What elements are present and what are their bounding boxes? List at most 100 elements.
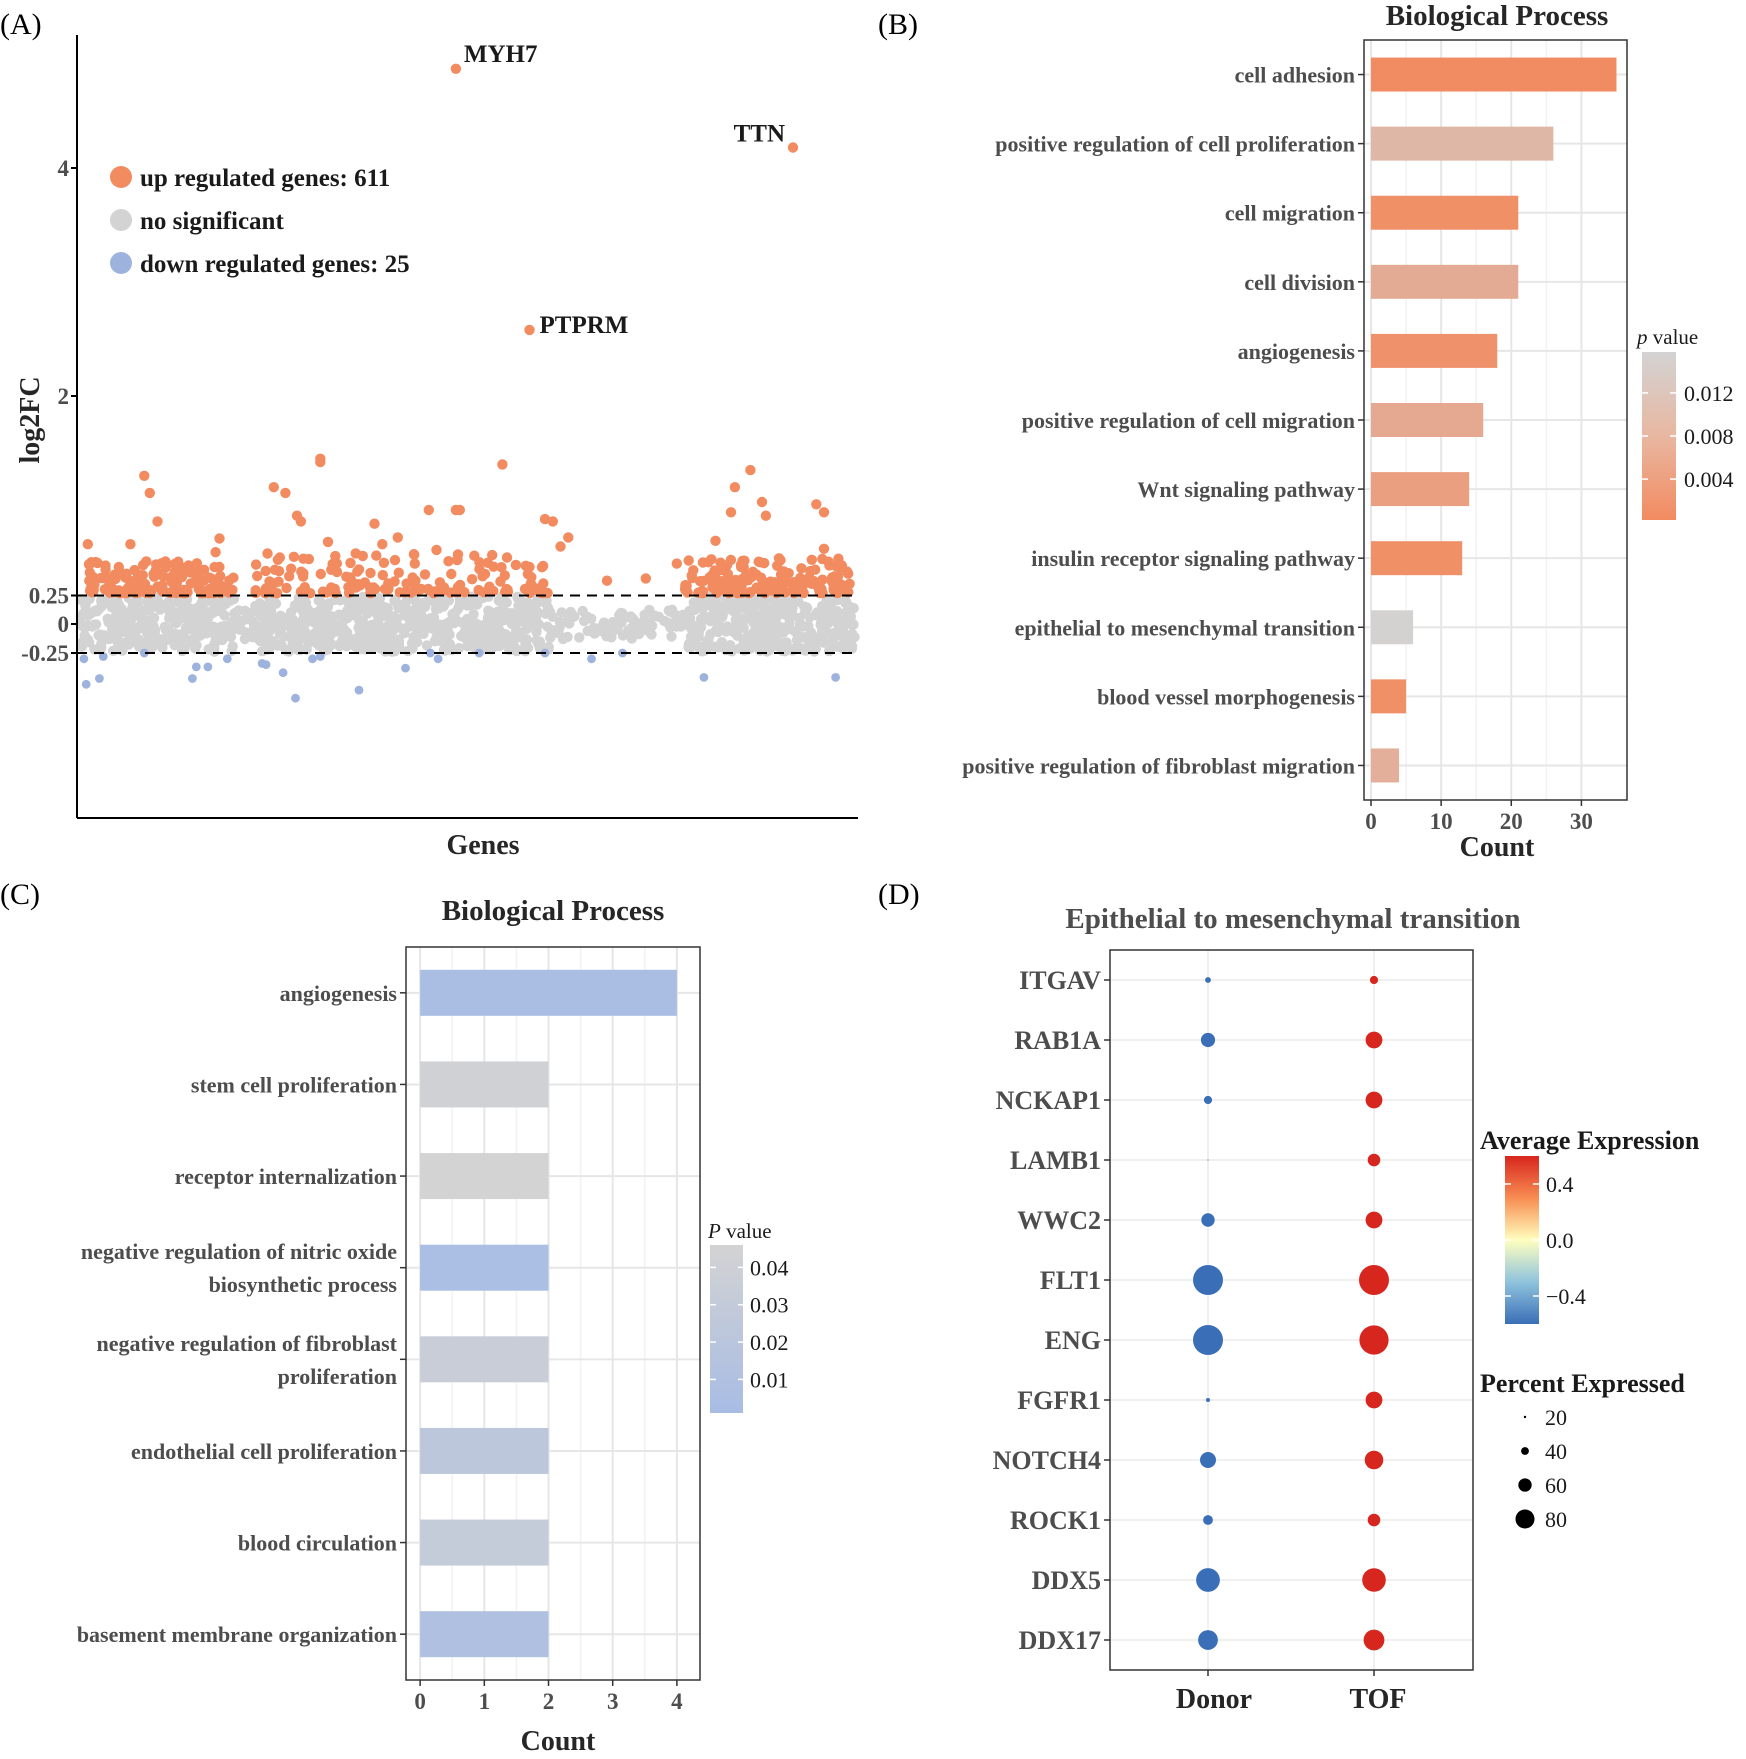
ns-point xyxy=(663,605,674,616)
x-tick-label: 30 xyxy=(1570,809,1593,834)
ns-point xyxy=(350,610,361,621)
up-point xyxy=(167,570,179,582)
category-label: endothelial cell proliferation xyxy=(131,1439,397,1464)
down-point xyxy=(425,648,435,658)
up-point xyxy=(419,569,431,580)
ns-point xyxy=(278,631,289,642)
up-point xyxy=(389,554,401,566)
ns-point xyxy=(846,641,858,652)
ns-point xyxy=(159,621,171,632)
x-tick-label: 0 xyxy=(1365,809,1377,834)
gene-label-myh7: MYH7 xyxy=(464,41,538,68)
gene-label-ttn: TTN xyxy=(734,121,785,148)
ns-point xyxy=(142,628,153,640)
down-point xyxy=(354,685,364,695)
ns-point xyxy=(251,632,263,643)
ns-point xyxy=(557,633,569,645)
legend: up regulated genes: 611 no significant d… xyxy=(110,165,410,278)
up-point xyxy=(537,587,549,599)
ns-point xyxy=(216,621,227,632)
ns-point xyxy=(437,598,448,609)
up-point xyxy=(371,550,382,561)
bar xyxy=(1371,472,1470,507)
ns-point xyxy=(796,621,807,632)
ns-point xyxy=(470,629,481,641)
bar xyxy=(420,1061,549,1108)
y-tick-label: -0.25 xyxy=(21,641,69,666)
panel-d-dot-plot: Epithelial to mesenchymal transition ITG… xyxy=(993,903,1700,1715)
dot-donor xyxy=(1193,1325,1223,1355)
ns-point xyxy=(493,595,504,606)
up-point xyxy=(92,557,103,569)
dot-donor xyxy=(1200,1032,1216,1048)
ns-point xyxy=(277,614,288,625)
category-label: insulin receptor signaling pathway xyxy=(1031,546,1355,571)
up-point xyxy=(832,570,844,582)
up-point xyxy=(428,586,440,597)
colorbar: p value 0.012 0.008 0.004 xyxy=(1635,325,1734,520)
category-label: negative regulation of nitric oxide xyxy=(81,1239,397,1264)
size-legend-title: Percent Expressed xyxy=(1480,1369,1685,1398)
size-legend-label: 80 xyxy=(1545,1507,1567,1532)
up-point xyxy=(712,581,724,592)
ns-point xyxy=(462,600,473,611)
ns-point xyxy=(540,608,551,619)
ns-point xyxy=(133,633,144,645)
ns-point xyxy=(387,646,398,657)
size-legend-label: 20 xyxy=(1545,1405,1567,1430)
ns-point xyxy=(434,635,445,646)
ns-point xyxy=(675,620,686,631)
up-point xyxy=(326,564,337,575)
down-point xyxy=(139,648,149,658)
group-label: Donor xyxy=(1176,1684,1252,1715)
up-point xyxy=(697,557,709,568)
x-tick-label: 2 xyxy=(543,1689,555,1714)
ns-point xyxy=(212,635,223,646)
up-point xyxy=(296,566,307,577)
ns-point xyxy=(209,601,220,612)
ns-point xyxy=(617,630,629,641)
up-point xyxy=(303,553,315,565)
up-point xyxy=(423,504,434,516)
ns-point xyxy=(159,635,171,646)
category-label: Wnt signaling pathway xyxy=(1137,477,1355,502)
dot-tof xyxy=(1369,975,1379,985)
ns-point xyxy=(305,615,316,627)
ns-point xyxy=(96,594,107,605)
up-point xyxy=(203,588,214,599)
gene-label: ITGAV xyxy=(1019,966,1101,995)
ns-point xyxy=(126,613,138,624)
ns-point xyxy=(574,632,585,643)
up-point xyxy=(772,560,783,571)
dot-tof xyxy=(1365,1091,1383,1109)
category-label: positive regulation of fibroblast migrat… xyxy=(962,753,1355,778)
bar xyxy=(420,1611,549,1658)
bar xyxy=(1371,679,1407,714)
ns-point xyxy=(490,608,502,619)
up-point xyxy=(322,536,334,548)
bar xyxy=(1371,195,1519,230)
gene-label: FLT1 xyxy=(1040,1266,1101,1295)
ns-point xyxy=(442,624,453,635)
up-point xyxy=(745,464,756,476)
up-point xyxy=(836,560,848,571)
ns-point xyxy=(791,635,803,646)
up-point xyxy=(315,568,326,580)
up-point xyxy=(369,518,380,529)
ns-point xyxy=(225,631,237,643)
up-point xyxy=(539,513,551,525)
ns-point xyxy=(828,629,839,640)
category-labels: angiogenesis stem cell proliferation recep… xyxy=(77,981,406,1647)
up-point xyxy=(601,575,613,586)
dot-tof xyxy=(1359,1325,1389,1355)
x-tick-label: 4 xyxy=(671,1689,683,1714)
colorbar-tick-label: 0.0 xyxy=(1546,1228,1574,1253)
ns-point xyxy=(827,637,838,649)
colorbar-tick-label: 0.004 xyxy=(1684,467,1734,492)
size-legend-label: 40 xyxy=(1545,1439,1567,1464)
up-point xyxy=(269,564,281,575)
ns-point xyxy=(833,620,844,632)
up-point xyxy=(130,585,141,596)
ns-point xyxy=(506,608,518,619)
y-ticks: -0.25 0 0.25 2 4 xyxy=(21,156,77,666)
